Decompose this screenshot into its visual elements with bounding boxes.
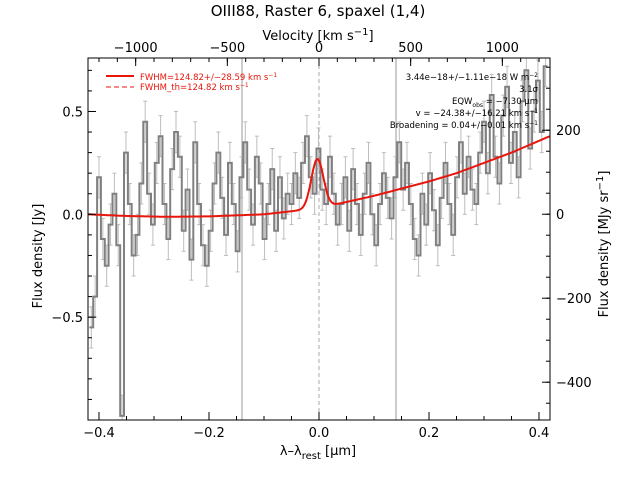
x-tick-label: 0.0 xyxy=(309,426,330,441)
reference-lines xyxy=(241,58,397,420)
legend-label-fwhm-th: FWHM_th=124.82 km s−1 xyxy=(140,82,249,93)
x-tick-label: −0.2 xyxy=(193,426,225,441)
y-tick-label: 0.0 xyxy=(62,208,83,223)
velocity-tick-label: −500 xyxy=(209,41,245,56)
top-axis-label: Velocity [km s−1] xyxy=(262,27,373,44)
spectrum-line xyxy=(89,65,548,417)
annotation-eqw: EQWobs = −7.30 μm xyxy=(452,97,538,109)
x-tick-label: 0.2 xyxy=(419,426,440,441)
x-tick-label: 0.4 xyxy=(529,426,550,441)
velocity-tick-label: 0 xyxy=(315,41,323,56)
right-tick-label: 200 xyxy=(556,124,581,139)
x-tick-label: −0.4 xyxy=(83,426,115,441)
axis-ticks: −0.4 −0.2 0.0 0.2 0.4 −0.5 0.0 0.5 −1000 −500 0 500… xyxy=(51,41,591,441)
right-tick-label: −200 xyxy=(556,292,592,307)
x-axis-label: λ–λrest [μm] xyxy=(280,444,356,462)
plot-frame xyxy=(87,57,551,421)
annotation-sigma: 3.1σ xyxy=(519,85,539,95)
y-tick-label: −0.5 xyxy=(51,311,83,326)
model-fit-line xyxy=(87,135,551,218)
velocity-tick-label: 500 xyxy=(398,41,423,56)
velocity-tick-label: −1000 xyxy=(114,41,158,56)
spectrum-series xyxy=(89,65,548,417)
right-axis-label: Flux density [MJy sr−1] xyxy=(595,171,612,318)
y-tick-label: 0.5 xyxy=(62,105,83,120)
legend: FWHM=124.82+/−28.59 km s−1 FWHM_th=124.8… xyxy=(106,72,277,93)
annotation-broadening: Broadening = 0.04+/−0.01 km s−1 xyxy=(390,120,538,131)
annotation-flux: 3.44e−18+/−1.11e−18 W m−2 xyxy=(406,72,538,83)
right-tick-label: 0 xyxy=(556,208,564,223)
legend-label-fwhm: FWHM=124.82+/−28.59 km s−1 xyxy=(140,72,277,83)
right-tick-label: −400 xyxy=(556,376,592,391)
model-fit-series xyxy=(87,135,551,218)
y-axis-label: Flux density [Jy] xyxy=(31,204,46,309)
chart-title: OIII88, Raster 6, spaxel (1,4) xyxy=(211,2,426,20)
velocity-tick-label: 1000 xyxy=(486,41,519,56)
annotation-velocity: v = −24.38+/−16.21 km s−1 xyxy=(416,108,539,119)
fit-annotations: 3.44e−18+/−1.11e−18 W m−2 3.1σ EQWobs = … xyxy=(390,72,539,131)
